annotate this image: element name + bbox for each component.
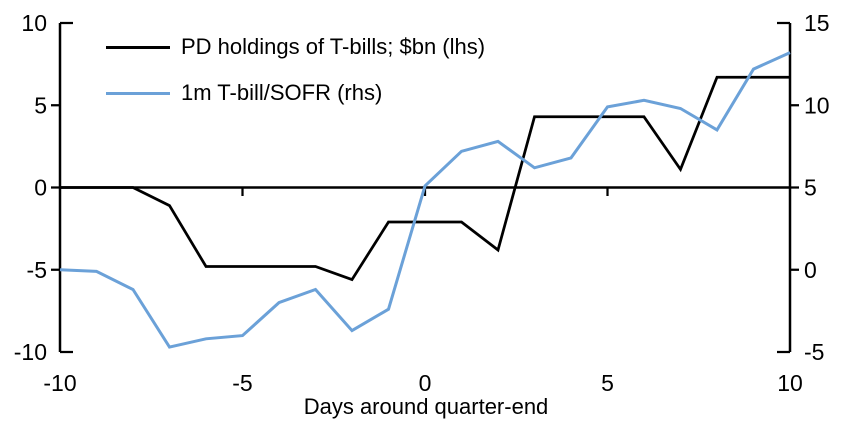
left-axis-tick-label: -10 [14,339,47,365]
x-axis-tick-label: 10 [777,370,803,396]
pd-holdings-legend-label: PD holdings of T-bills; $bn (lhs) [181,34,486,59]
right-axis-tick-label: 5 [804,175,817,201]
series-line-0 [60,75,790,282]
left-axis-tick-label: -5 [27,257,47,283]
legend-item-tbill-sofr: 1m T-bill/SOFR (rhs) [106,79,485,107]
series-line-1 [59,51,791,349]
tbill-sofr-line-sample [106,91,170,95]
legend-item-pd-holdings: PD holdings of T-bills; $bn (lhs) [106,33,485,61]
right-axis-tick-label: 10 [804,92,830,118]
right-axis-tick-label: -5 [804,339,824,365]
right-axis-tick-label: 15 [804,10,830,36]
x-axis-tick-label: -5 [232,370,252,396]
left-axis-tick-label: 5 [34,92,47,118]
x-axis-tick-label: -10 [43,370,76,396]
pd-holdings-line-sample [106,45,170,49]
x-axis-title: Days around quarter-end [303,394,549,419]
x-axis-tick-label: 0 [419,370,432,396]
tbill-sofr-legend-label: 1m T-bill/SOFR (rhs) [181,80,383,105]
left-axis-tick-label: 0 [34,175,47,201]
x-axis-tick-label: 5 [601,370,614,396]
legend: PD holdings of T-bills; $bn (lhs) 1m T-b… [106,33,485,125]
left-axis-tick-label: 10 [21,10,47,36]
right-axis-tick-label: 0 [804,257,817,283]
